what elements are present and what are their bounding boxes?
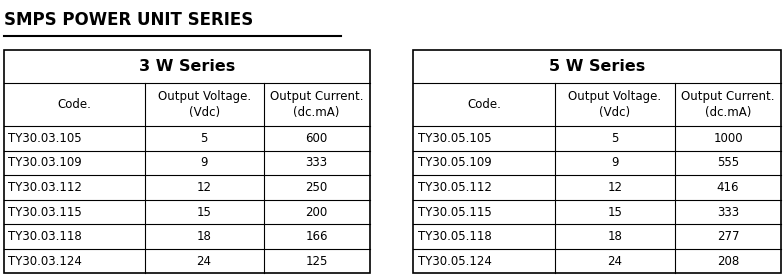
Text: 555: 555 <box>717 157 739 169</box>
Text: 12: 12 <box>197 181 211 194</box>
Text: 1000: 1000 <box>713 132 743 145</box>
Text: 15: 15 <box>608 206 622 218</box>
Text: TY30.05.105: TY30.05.105 <box>418 132 492 145</box>
Text: TY30.03.112: TY30.03.112 <box>9 181 82 194</box>
Text: 277: 277 <box>716 230 739 243</box>
Text: 333: 333 <box>717 206 739 218</box>
Text: 15: 15 <box>197 206 211 218</box>
Text: TY30.05.118: TY30.05.118 <box>418 230 492 243</box>
Text: 166: 166 <box>305 230 328 243</box>
Text: TY30.05.115: TY30.05.115 <box>418 206 492 218</box>
Text: TY30.03.109: TY30.03.109 <box>9 157 82 169</box>
Text: 5: 5 <box>200 132 207 145</box>
Text: 200: 200 <box>305 206 327 218</box>
Text: Output Voltage.
(Vdc): Output Voltage. (Vdc) <box>157 90 251 119</box>
Text: TY30.05.124: TY30.05.124 <box>418 255 492 268</box>
Text: 5: 5 <box>612 132 619 145</box>
Text: 24: 24 <box>197 255 211 268</box>
Text: 333: 333 <box>305 157 327 169</box>
Text: 18: 18 <box>608 230 622 243</box>
Text: TY30.03.118: TY30.03.118 <box>9 230 82 243</box>
Text: Output Current.
(dc.mA): Output Current. (dc.mA) <box>270 90 363 119</box>
Text: 416: 416 <box>716 181 739 194</box>
Text: Code.: Code. <box>467 98 501 111</box>
Text: Output Voltage.
(Vdc): Output Voltage. (Vdc) <box>568 90 662 119</box>
Text: 600: 600 <box>305 132 327 145</box>
Text: 24: 24 <box>608 255 622 268</box>
Text: 3 W Series: 3 W Series <box>139 59 235 74</box>
Text: 9: 9 <box>200 157 207 169</box>
Text: TY30.05.109: TY30.05.109 <box>418 157 492 169</box>
Text: 12: 12 <box>608 181 622 194</box>
Text: 125: 125 <box>305 255 328 268</box>
Text: SMPS POWER UNIT SERIES: SMPS POWER UNIT SERIES <box>4 11 253 29</box>
Text: 9: 9 <box>612 157 619 169</box>
Text: Code.: Code. <box>57 98 92 111</box>
Text: 18: 18 <box>197 230 211 243</box>
Text: TY30.05.112: TY30.05.112 <box>418 181 492 194</box>
Text: 5 W Series: 5 W Series <box>550 59 645 74</box>
Text: Output Current.
(dc.mA): Output Current. (dc.mA) <box>681 90 775 119</box>
Text: 208: 208 <box>717 255 739 268</box>
Text: TY30.03.124: TY30.03.124 <box>9 255 82 268</box>
Text: TY30.03.105: TY30.03.105 <box>9 132 82 145</box>
Text: 250: 250 <box>305 181 327 194</box>
Text: TY30.03.115: TY30.03.115 <box>9 206 82 218</box>
